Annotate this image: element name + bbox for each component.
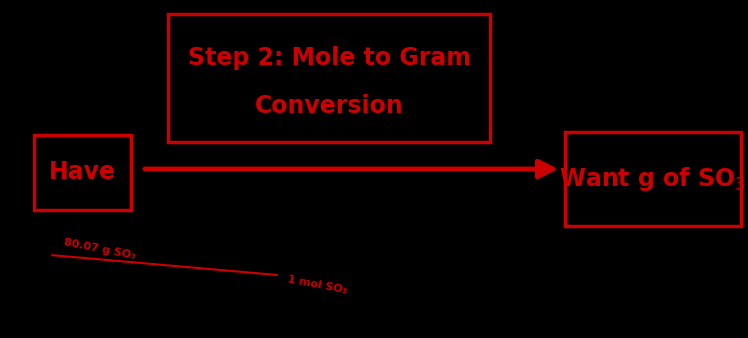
Text: Conversion: Conversion (255, 94, 403, 118)
Text: Step 2: Mole to Gram: Step 2: Mole to Gram (188, 46, 470, 71)
Text: 1 mol SO₃: 1 mol SO₃ (287, 274, 349, 295)
Text: Have: Have (49, 160, 116, 185)
FancyBboxPatch shape (34, 135, 131, 210)
FancyBboxPatch shape (565, 132, 741, 226)
FancyBboxPatch shape (168, 14, 490, 142)
Text: Want g of SO$_3$: Want g of SO$_3$ (560, 165, 746, 193)
Text: 80.07 g SO₃: 80.07 g SO₃ (63, 237, 136, 261)
